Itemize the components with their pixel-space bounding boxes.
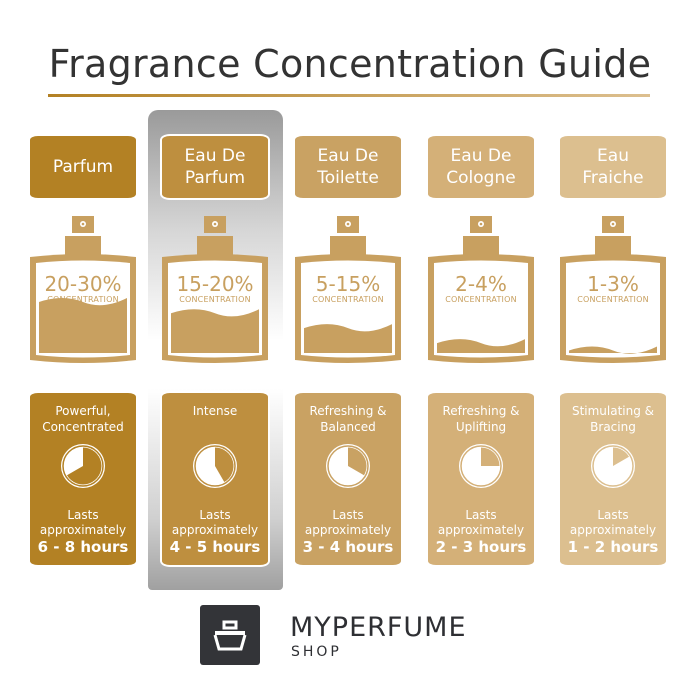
character-description: Refreshing & Uplifting bbox=[442, 404, 520, 434]
brand-logo bbox=[200, 605, 260, 665]
lasts-label: Lasts approximately bbox=[171, 508, 259, 537]
concentration-header: Eau Fraiche bbox=[560, 136, 666, 198]
pie-wedge bbox=[348, 447, 367, 476]
clock-pie-icon bbox=[61, 444, 105, 488]
longevity-card: Refreshing & Balanced Lasts approximatel… bbox=[295, 393, 401, 565]
lasts-label: Lasts approximately bbox=[304, 508, 392, 537]
concentration-header: Parfum bbox=[30, 136, 136, 198]
pie-ring bbox=[194, 445, 236, 487]
longevity-card: Powerful, Concentrated Lasts approximate… bbox=[30, 393, 136, 565]
character-description: Powerful, Concentrated bbox=[42, 404, 124, 434]
clock-pie-icon bbox=[591, 444, 635, 488]
concentration-header: Eau De Toilette bbox=[295, 136, 401, 198]
concentration-percent: 5-15% bbox=[315, 272, 381, 296]
concentration-label: CONCENTRATION bbox=[47, 295, 119, 304]
pie-ring bbox=[62, 445, 104, 487]
pie-ring bbox=[327, 445, 369, 487]
clock-pie-icon bbox=[326, 444, 370, 488]
concentration-label: CONCENTRATION bbox=[179, 295, 251, 304]
concentration-percent: 2-4% bbox=[455, 272, 507, 296]
character-description: Stimulating & Bracing bbox=[571, 404, 655, 434]
concentration-header: Eau De Parfum bbox=[162, 136, 268, 198]
title-underline bbox=[48, 94, 650, 97]
longevity-hours: 1 - 2 hours bbox=[567, 538, 659, 556]
liquid-level bbox=[437, 339, 525, 353]
pie-wedge bbox=[481, 447, 500, 466]
perfume-bottle-icon bbox=[295, 216, 401, 363]
page-title: Fragrance Concentration Guide bbox=[48, 42, 652, 86]
clock-pie-icon bbox=[459, 444, 503, 488]
clock-pie-icon bbox=[193, 444, 237, 488]
longevity-card: Stimulating & Bracing Lasts approximatel… bbox=[560, 393, 666, 565]
concentration-header: Eau De Cologne bbox=[428, 136, 534, 198]
longevity-card: Intense Lasts approximately 4 - 5 hours bbox=[162, 393, 268, 565]
perfume-bottle-icon bbox=[162, 216, 268, 363]
longevity-card: Refreshing & Uplifting Lasts approximate… bbox=[428, 393, 534, 565]
longevity-hours: 4 - 5 hours bbox=[169, 538, 261, 556]
brand-sub: SHOP bbox=[291, 644, 342, 660]
pie-ring bbox=[592, 445, 634, 487]
character-description: Intense bbox=[192, 404, 238, 418]
liquid-level bbox=[569, 346, 657, 354]
perfume-bottle-icon bbox=[428, 216, 534, 363]
character-description: Refreshing & Balanced bbox=[309, 404, 387, 434]
pie-ring bbox=[460, 445, 502, 487]
concentration-label: CONCENTRATION bbox=[445, 295, 517, 304]
perfume-bottle-logo-icon bbox=[213, 620, 247, 651]
pie-wedge bbox=[613, 447, 630, 466]
lasts-label: Lasts approximately bbox=[39, 508, 127, 537]
concentration-label: CONCENTRATION bbox=[312, 295, 384, 304]
pie-wedge bbox=[66, 447, 102, 485]
longevity-hours: 6 - 8 hours bbox=[37, 538, 129, 556]
pie-wedge bbox=[215, 447, 234, 483]
concentration-label: CONCENTRATION bbox=[577, 295, 649, 304]
perfume-bottle-icon bbox=[30, 216, 136, 363]
concentration-percent: 20-30% bbox=[44, 272, 122, 296]
concentration-percent: 1-3% bbox=[587, 272, 639, 296]
perfume-bottle-icon bbox=[560, 216, 666, 363]
concentration-percent: 15-20% bbox=[176, 272, 254, 296]
liquid-level bbox=[304, 324, 392, 353]
lasts-label: Lasts approximately bbox=[569, 508, 657, 537]
longevity-hours: 2 - 3 hours bbox=[435, 538, 527, 556]
lasts-label: Lasts approximately bbox=[437, 508, 525, 537]
longevity-hours: 3 - 4 hours bbox=[302, 538, 394, 556]
liquid-level bbox=[39, 298, 127, 353]
brand-name: MYPERFUME bbox=[290, 612, 467, 643]
liquid-level bbox=[171, 309, 259, 353]
